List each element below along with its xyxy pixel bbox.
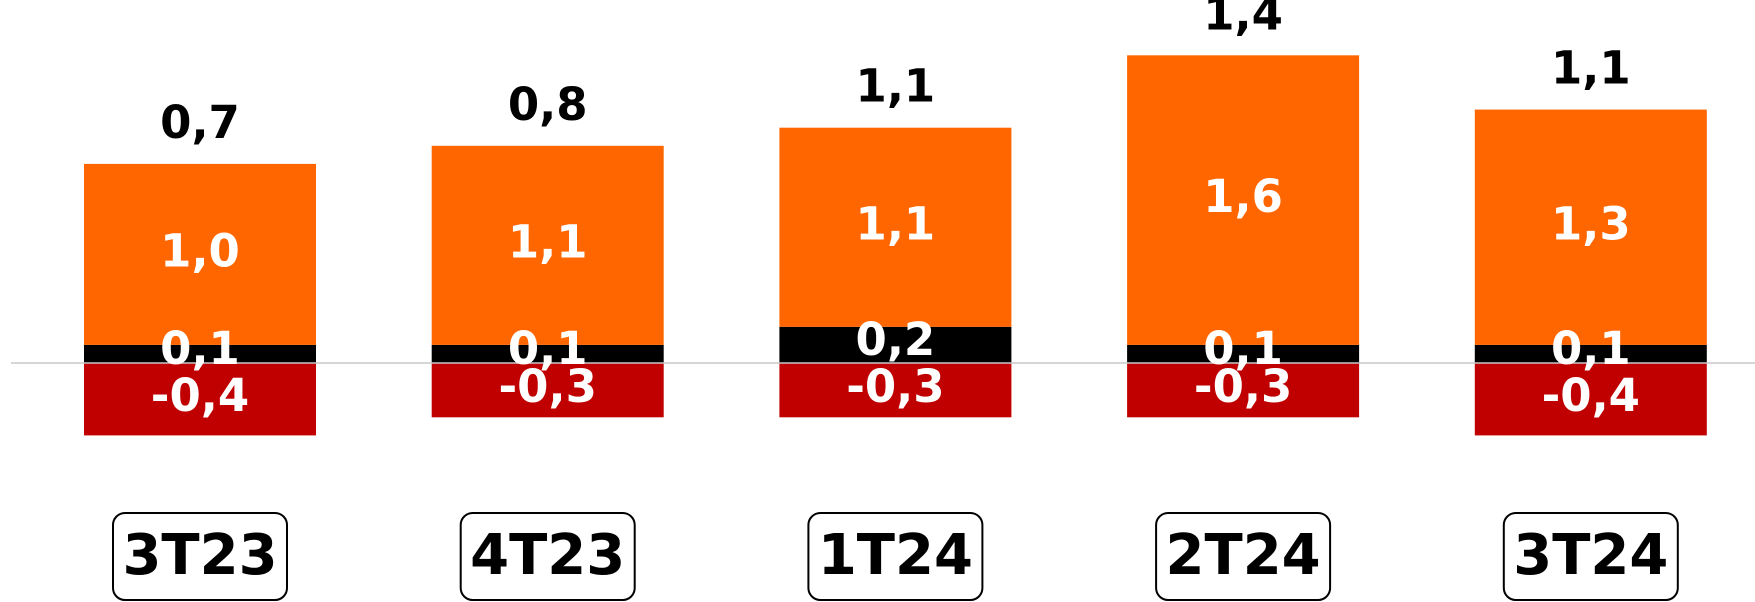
data-label: -0,3 — [1194, 360, 1292, 413]
data-label: 0,2 — [856, 313, 936, 366]
data-label: 1,0 — [160, 224, 240, 277]
bar-segment — [84, 163, 316, 345]
total-label: 1,4 — [1203, 0, 1283, 40]
category-box — [1155, 512, 1332, 601]
bar-segment — [431, 363, 664, 418]
data-label: 0,1 — [160, 322, 240, 375]
data-label: -0,4 — [1542, 369, 1640, 422]
bar-segment — [84, 363, 316, 436]
category-box — [112, 512, 288, 601]
total-label: 0,8 — [508, 78, 588, 131]
bar-segment — [1127, 363, 1360, 418]
x-tick-label: 3T23 — [122, 523, 277, 588]
bar-segment — [1474, 109, 1707, 345]
bar-segment — [431, 344, 664, 363]
bar-segment — [1474, 363, 1707, 436]
data-label: 1,6 — [1203, 170, 1283, 223]
bar-segment — [1127, 344, 1360, 363]
data-label: -0,3 — [498, 360, 596, 413]
bar-segment — [779, 127, 1012, 327]
data-label: 0,1 — [1551, 322, 1631, 375]
data-label: 1,1 — [856, 197, 936, 250]
x-tick-label: 4T23 — [470, 523, 625, 588]
x-tick-label: 3T24 — [1513, 523, 1668, 588]
bar-segment — [1474, 344, 1707, 363]
bar-segment — [1127, 55, 1360, 345]
data-label: -0,3 — [846, 360, 944, 413]
data-label: 1,1 — [508, 215, 588, 268]
bar-segment — [779, 326, 1012, 363]
total-label: 0,7 — [160, 96, 240, 149]
category-box — [459, 512, 636, 601]
data-label: 0,1 — [1203, 322, 1283, 375]
x-tick-label: 2T24 — [1166, 523, 1321, 588]
data-label: 0,1 — [508, 322, 588, 375]
bar-segment — [84, 344, 316, 363]
x-tick-label: 1T24 — [818, 523, 973, 588]
data-label: -0,4 — [151, 369, 249, 422]
total-label: 1,1 — [856, 60, 936, 113]
bar-segment — [431, 145, 664, 345]
category-box — [807, 512, 984, 601]
category-box — [1502, 512, 1679, 601]
data-label: 1,3 — [1551, 197, 1631, 250]
total-label: 1,1 — [1551, 42, 1631, 95]
bar-segment — [779, 363, 1012, 418]
